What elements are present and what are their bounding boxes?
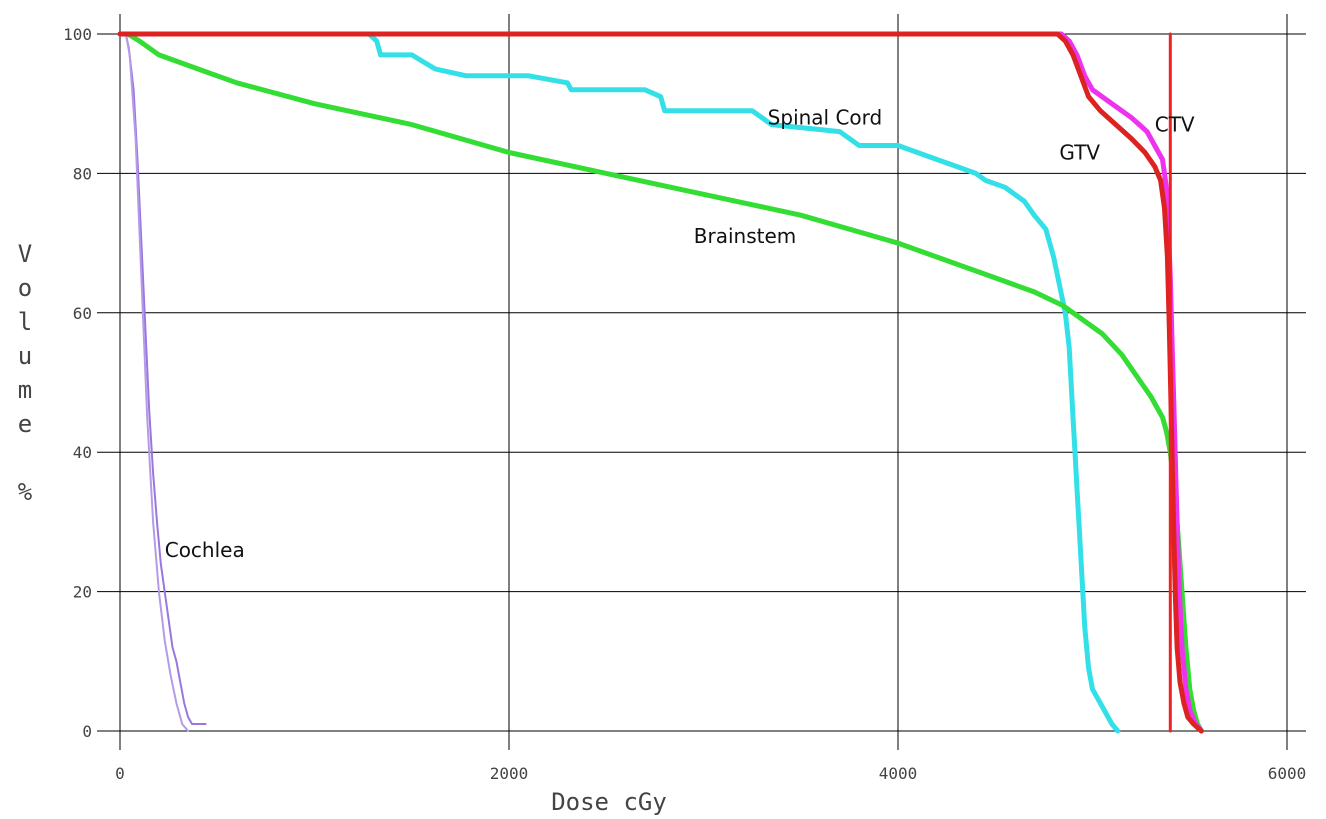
series-line-gtv: [117, 31, 1204, 734]
series-line-brainstem: [125, 31, 1204, 734]
x-tick-labels: 0 2000 4000 6000: [115, 764, 1306, 783]
series-label-spinal-cord: Spinal Cord: [768, 106, 883, 130]
grid: [97, 14, 1306, 750]
series-line-ctv: [117, 31, 1204, 734]
x-tick-label: 2000: [490, 764, 529, 783]
y-tick-labels: 0 20 40 60 80 100: [63, 25, 92, 741]
x-tick-label: 4000: [879, 764, 918, 783]
x-tick-label: 6000: [1268, 764, 1307, 783]
y-tick-label: 60: [73, 304, 92, 323]
y-tick-label: 20: [73, 583, 92, 602]
series-lines: [117, 31, 1204, 734]
y-tick-label: 80: [73, 164, 92, 183]
series-label-ctv: CTV: [1155, 113, 1195, 137]
series-label-cochlea: Cochlea: [165, 538, 245, 562]
x-axis-title: Dose cGy: [551, 788, 667, 816]
series-label-gtv: GTV: [1059, 140, 1100, 164]
series-line-cochlea: [124, 33, 207, 725]
y-tick-label: 0: [82, 722, 92, 741]
y-tick-label: 40: [73, 443, 92, 462]
series-label-brainstem: Brainstem: [694, 224, 796, 248]
series-line-spinal-cord: [366, 31, 1121, 734]
y-tick-label: 100: [63, 25, 92, 44]
x-tick-label: 0: [115, 764, 125, 783]
series-labels: Cochlea Spinal Cord Brainstem CTV GTV: [165, 106, 1195, 562]
series-line-unlabeled-1: [124, 33, 190, 732]
